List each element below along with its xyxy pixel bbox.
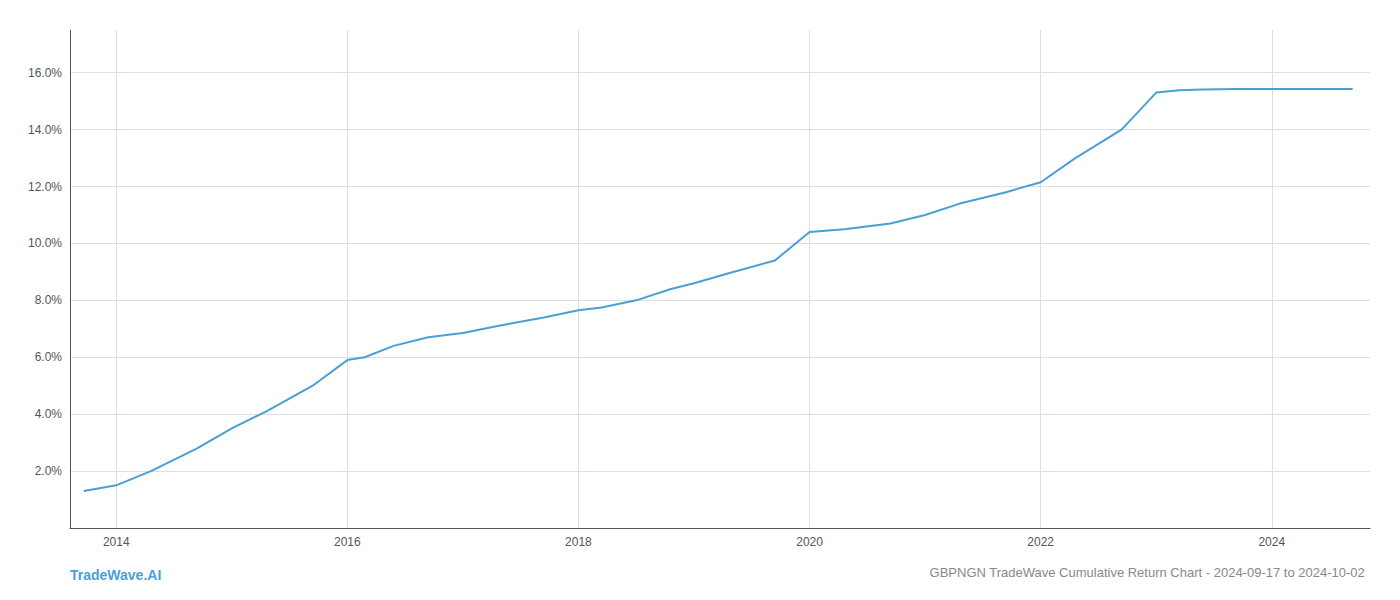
svg-text:14.0%: 14.0% <box>28 123 62 137</box>
svg-text:2.0%: 2.0% <box>35 464 63 478</box>
svg-text:2016: 2016 <box>334 535 361 549</box>
svg-text:4.0%: 4.0% <box>35 407 63 421</box>
svg-text:10.0%: 10.0% <box>28 236 62 250</box>
svg-text:TradeWave.AI: TradeWave.AI <box>70 567 161 583</box>
svg-text:8.0%: 8.0% <box>35 293 63 307</box>
svg-text:2020: 2020 <box>796 535 823 549</box>
svg-text:2024: 2024 <box>1258 535 1285 549</box>
svg-text:12.0%: 12.0% <box>28 180 62 194</box>
svg-text:6.0%: 6.0% <box>35 350 63 364</box>
svg-text:16.0%: 16.0% <box>28 66 62 80</box>
svg-text:GBPNGN TradeWave Cumulative Re: GBPNGN TradeWave Cumulative Return Chart… <box>930 565 1365 580</box>
svg-text:2018: 2018 <box>565 535 592 549</box>
svg-text:2014: 2014 <box>103 535 130 549</box>
svg-text:2022: 2022 <box>1027 535 1054 549</box>
